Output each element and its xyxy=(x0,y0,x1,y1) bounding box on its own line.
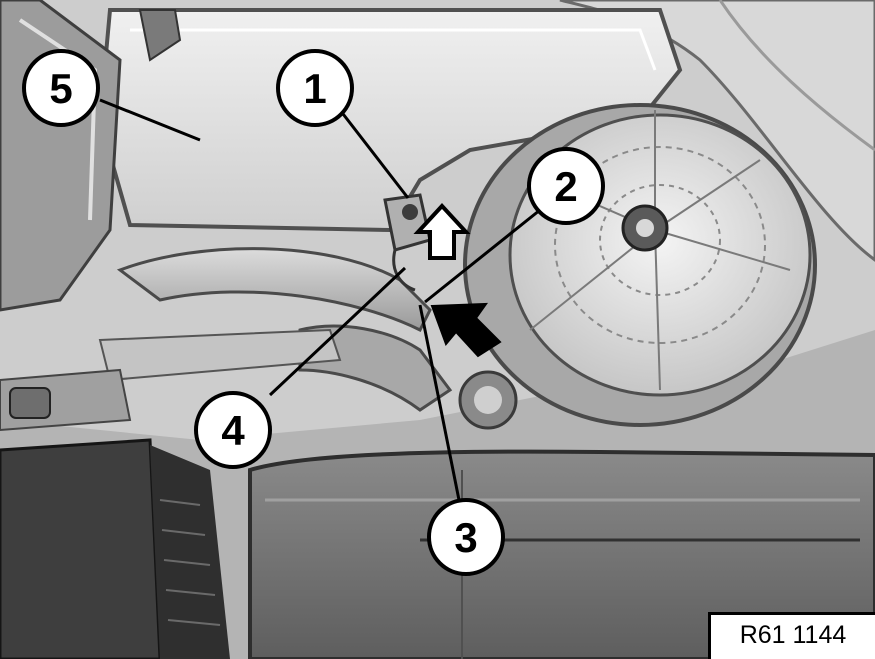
callout-1-label: 1 xyxy=(303,65,326,112)
callout-4-label: 4 xyxy=(221,407,245,454)
figure-code: R61 1144 xyxy=(708,612,875,659)
callout-2-label: 2 xyxy=(554,163,577,210)
radiator-area xyxy=(0,438,162,659)
leader-lines xyxy=(99,98,541,506)
callout-5: 5 xyxy=(22,49,100,127)
engine-cover xyxy=(97,8,683,233)
lower-housing xyxy=(248,449,875,659)
hose-left xyxy=(116,247,432,333)
callout-2: 2 xyxy=(527,147,605,225)
diagonal-arrow-icon xyxy=(430,302,502,358)
callout-4: 4 xyxy=(194,391,272,469)
up-arrow-icon xyxy=(413,203,471,260)
callout-1: 1 xyxy=(276,49,354,127)
callout-5-label: 5 xyxy=(49,65,72,112)
callout-3: 3 xyxy=(427,498,505,576)
callout-3-label: 3 xyxy=(454,514,477,561)
